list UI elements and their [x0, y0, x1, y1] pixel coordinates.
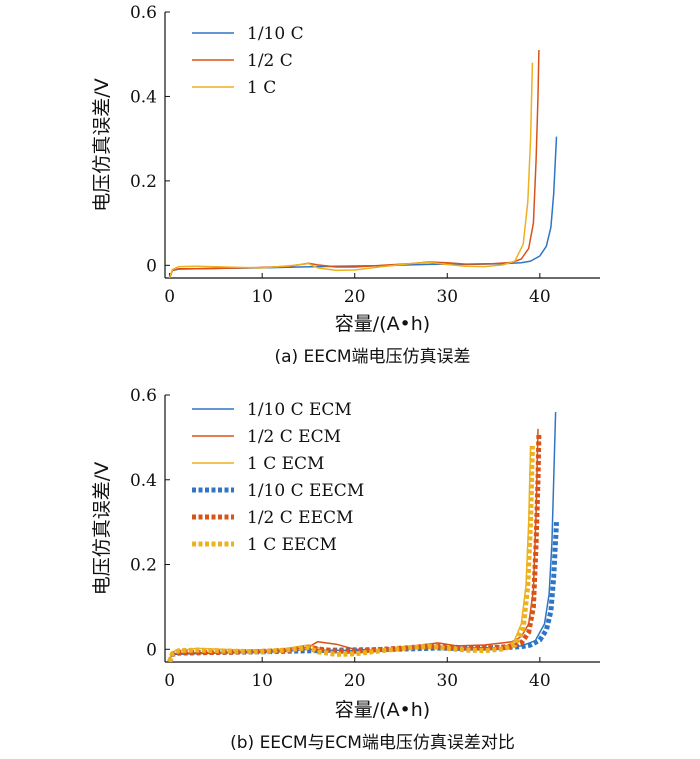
series-line-1-c-ecm	[168, 445, 532, 659]
legend-label: 1/2 C	[247, 51, 293, 71]
y-tick-label: 0.2	[130, 172, 157, 192]
y-tick-label: 0.6	[130, 3, 157, 23]
panel-caption: (a) EECM端电压仿真误差	[274, 347, 470, 367]
x-tick-label: 30	[436, 287, 458, 307]
x-tick-label: 0	[164, 671, 175, 691]
y-tick-label: 0.4	[130, 471, 157, 491]
y-tick-label: 0.2	[130, 556, 157, 576]
x-tick-label: 10	[251, 671, 273, 691]
x-axis-label: 容量/(A•h)	[335, 313, 430, 335]
legend-label: 1 C	[247, 78, 276, 98]
x-tick-label: 10	[251, 287, 273, 307]
legend-label: 1/10 C	[247, 24, 304, 44]
series-line-1-c	[168, 62, 534, 278]
x-tick-label: 40	[529, 671, 551, 691]
series-line-1-2-c-eecm	[167, 433, 542, 662]
legend-label: 1/2 C EECM	[247, 508, 353, 528]
legend-label: 1/2 C ECM	[247, 427, 341, 447]
x-tick-label: 30	[436, 671, 458, 691]
panel-caption: (b) EECM与ECM端电压仿真误差对比	[230, 733, 515, 753]
panel-b: 0 0.2 0.4 0.6 0 10 20 30 40 容量/(A•h) 电压仿真误差/V (b) E…	[91, 386, 600, 753]
y-tick-label: 0.4	[130, 87, 157, 107]
series-line-1-10-c-ecm	[169, 411, 557, 659]
series-line-1-c-eecm	[167, 445, 535, 662]
legend-label: 1/10 C EECM	[247, 481, 364, 501]
series-line-1-2-c	[168, 49, 540, 278]
y-axis-label: 电压仿真误差/V	[91, 78, 113, 211]
x-tick-label: 0	[164, 287, 175, 307]
legend-label: 1 C EECM	[247, 535, 337, 555]
legend-label: 1/10 C ECM	[247, 400, 352, 420]
y-tick-label: 0	[146, 256, 157, 276]
x-tick-label: 20	[344, 671, 366, 691]
x-tick-label: 20	[344, 287, 366, 307]
series-line-1-10-c	[168, 136, 558, 278]
y-tick-label: 0.6	[130, 386, 157, 406]
x-tick-label: 40	[529, 287, 551, 307]
legend-label: 1 C ECM	[247, 454, 324, 474]
x-axis-label: 容量/(A•h)	[335, 699, 430, 721]
y-tick-label: 0	[146, 640, 157, 660]
panel-a: 0 0.2 0.4 0.6 0 10 20 30 40 容量/(A•h) 电压仿真误差/V (a) E…	[91, 3, 600, 367]
y-axis-label: 电压仿真误差/V	[91, 462, 113, 595]
